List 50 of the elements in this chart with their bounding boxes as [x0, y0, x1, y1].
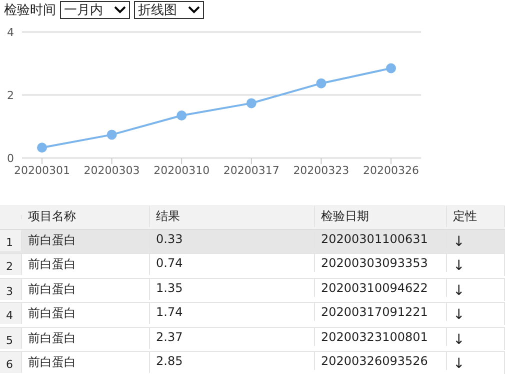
- x-tick-label: 20200326: [363, 164, 419, 177]
- text: 1.74: [156, 305, 183, 319]
- x-tick-label: 20200301: [14, 164, 70, 177]
- text: 定性: [447, 206, 505, 228]
- text: 20200326093526: [315, 352, 447, 370]
- text: ↓: [447, 303, 505, 325]
- text: ↓: [447, 352, 505, 374]
- text: 前白蛋白: [22, 230, 150, 250]
- point: [386, 63, 396, 74]
- y-tick-label: 2: [7, 88, 14, 102]
- text: 20200303093353: [315, 254, 447, 272]
- point: [176, 110, 187, 120]
- text: 检验日期: [315, 206, 447, 228]
- text: 6: [0, 352, 22, 373]
- text: 前白蛋白: [22, 254, 150, 275]
- x-tick-label: 20200303: [84, 164, 140, 177]
- x-tick-label: 20200317: [223, 164, 280, 177]
- text: 前白蛋白: [22, 352, 150, 373]
- point: [246, 98, 256, 108]
- y-tick-label: 0: [7, 152, 14, 165]
- text: 20200317091221: [315, 303, 447, 321]
- text: 前白蛋白: [22, 303, 150, 324]
- text: ↓: [447, 230, 505, 252]
- text: 20200323100801: [315, 328, 447, 346]
- text: ↓: [447, 254, 505, 276]
- text: 前白蛋白: [22, 278, 150, 300]
- x-tick-label: 20200323: [293, 164, 350, 177]
- text: 折线图: [138, 2, 177, 19]
- y-tick-label: 4: [7, 26, 14, 39]
- point: [106, 130, 117, 140]
- text: 5: [0, 328, 22, 348]
- text: 项目名称: [22, 206, 150, 228]
- text: 20200310094622: [315, 278, 447, 296]
- text: 结果: [150, 206, 315, 228]
- text: 2.37: [156, 330, 183, 344]
- text: 2.85: [156, 354, 183, 368]
- text: ↓: [447, 278, 505, 300]
- text: 检验时间: [4, 2, 56, 19]
- text: 0.74: [156, 256, 183, 270]
- point: [37, 142, 47, 153]
- text: 0.33: [156, 232, 183, 246]
- text: 1.35: [156, 280, 183, 294]
- text: 3: [0, 278, 22, 300]
- text: 20200301100631: [315, 230, 447, 248]
- text: 1: [0, 230, 22, 250]
- point: [316, 78, 326, 88]
- text: 一月内: [64, 2, 103, 19]
- text: ↓: [447, 328, 505, 350]
- text: 前白蛋白: [22, 328, 150, 348]
- x-tick-label: 20200310: [154, 164, 210, 177]
